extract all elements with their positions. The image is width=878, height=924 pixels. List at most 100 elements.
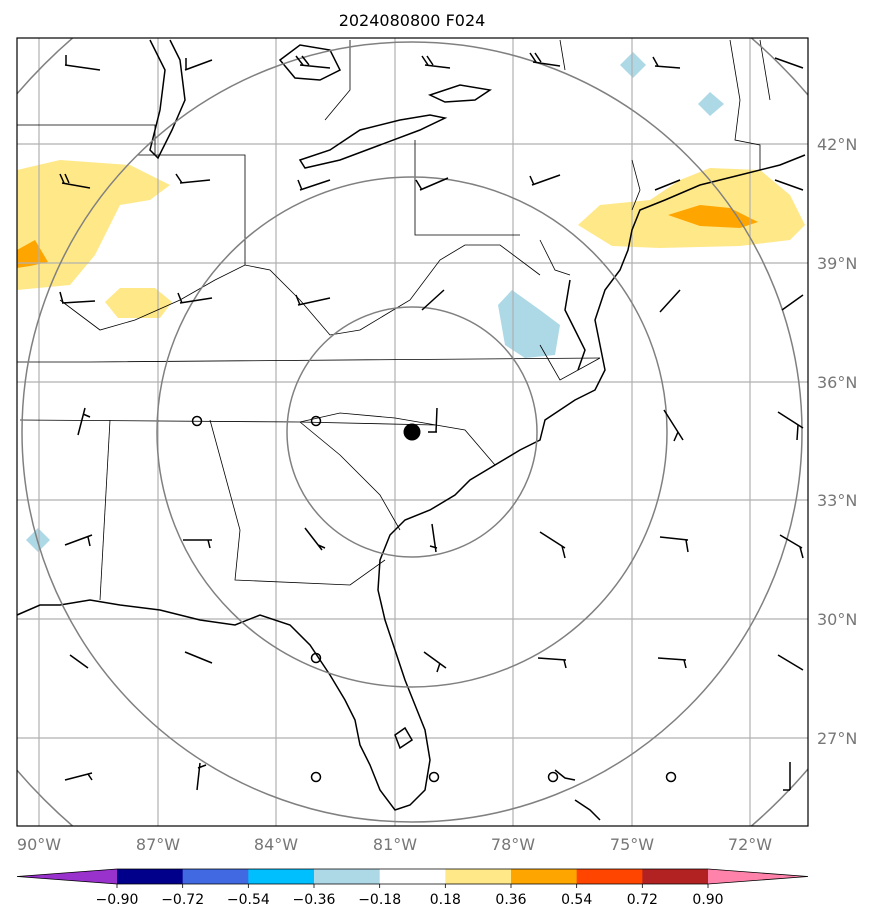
colorbar-tick-label: 0.72 xyxy=(627,892,658,908)
colorbar-extension-low xyxy=(17,869,117,884)
state-border-15 xyxy=(759,39,771,101)
wind-barb-icon xyxy=(297,179,331,191)
shaded-regions xyxy=(17,52,805,552)
calm-station-icon xyxy=(665,771,677,783)
calm-station-icon xyxy=(310,771,322,783)
wind-barb-icon xyxy=(783,762,791,791)
wind-barb-icon xyxy=(539,531,566,559)
wind-barb-icon xyxy=(64,55,101,71)
longitude-labels: 90°W 87°W 84°W 81°W 78°W 75°W 72°W xyxy=(17,835,772,854)
wind-barb-icon xyxy=(428,407,438,433)
lake-huron-outline xyxy=(278,44,342,81)
bahamas-island-1 xyxy=(554,769,576,781)
wind-barb-icon xyxy=(415,177,449,191)
center-point-marker xyxy=(403,423,421,441)
range-ring-2 xyxy=(156,176,668,688)
wind-barb-icon xyxy=(663,409,684,442)
wind-barb-icon xyxy=(421,289,445,311)
state-border-16 xyxy=(324,40,351,121)
wind-barb-icon xyxy=(183,539,212,549)
calm-station-icon xyxy=(191,415,203,427)
colorbar-bin xyxy=(248,869,315,884)
colorbar-tick-label: 0.54 xyxy=(561,892,592,908)
colorbar-bin xyxy=(445,869,512,884)
state-border-11 xyxy=(539,239,571,276)
wind-barb-icon xyxy=(64,534,93,547)
colorbar-tick-label: 0.36 xyxy=(495,892,526,908)
wind-barb-icon xyxy=(295,55,331,69)
lat-label: 39°N xyxy=(817,254,857,273)
wind-barb-icon xyxy=(777,411,804,441)
bahamas-island-2 xyxy=(574,799,601,821)
wind-barb-icon xyxy=(64,772,93,781)
colorbar-bin xyxy=(511,869,578,884)
state-border-7 xyxy=(299,421,401,531)
state-border-2 xyxy=(137,154,246,265)
blue-region-north xyxy=(620,52,646,78)
wind-barb-icon xyxy=(423,651,447,673)
state-border-9 xyxy=(209,419,386,586)
wind-barb-icon xyxy=(654,179,681,191)
wind-barb-icon xyxy=(774,179,804,191)
yellow-region-west xyxy=(17,160,170,290)
lon-label: 78°W xyxy=(491,835,535,854)
wind-barb-icon xyxy=(652,56,681,69)
calm-station-icon xyxy=(310,415,322,427)
wind-barb-icon xyxy=(657,657,687,669)
lat-label: 27°N xyxy=(817,729,857,748)
colorbar-bin xyxy=(642,869,709,884)
lat-label: 42°N xyxy=(817,135,857,154)
state-border-17 xyxy=(559,39,566,71)
wind-barb-icon xyxy=(537,657,567,669)
wind-barb-icon xyxy=(295,294,331,306)
calm-stations xyxy=(191,415,677,783)
range-ring-1 xyxy=(286,306,538,558)
graticule xyxy=(17,38,808,826)
colorbar-bin xyxy=(314,869,381,884)
blue-region-ny xyxy=(698,92,724,116)
state-border-3 xyxy=(414,140,520,236)
calm-station-icon xyxy=(310,652,322,664)
lat-label: 33°N xyxy=(817,491,857,510)
colorbar-tick-label: 0.18 xyxy=(430,892,461,908)
wind-barb-icon xyxy=(421,55,451,69)
wind-barb-icon xyxy=(184,651,213,664)
wind-barb-icon xyxy=(77,407,91,436)
lon-label: 90°W xyxy=(17,835,61,854)
wind-barbs xyxy=(59,52,804,791)
map-frame xyxy=(16,37,809,827)
wind-barb-icon xyxy=(529,52,561,67)
colorbar-tick-label: −0.90 xyxy=(96,892,139,908)
chesapeake-bay-outline xyxy=(564,279,586,371)
atlantic-coast-outline xyxy=(17,154,806,811)
lon-label: 87°W xyxy=(136,835,180,854)
lat-label: 30°N xyxy=(817,610,857,629)
lon-label: 81°W xyxy=(373,835,417,854)
colorbar: −0.90 −0.72 −0.54 −0.36 −0.18 0.18 0.36 0.54 0.7… xyxy=(16,868,809,908)
colorbar-tick-label: 0.90 xyxy=(692,892,723,908)
wind-barb-icon xyxy=(659,289,681,313)
colorbar-tick-label: −0.54 xyxy=(227,892,270,908)
orange-region-west xyxy=(17,240,48,268)
calm-station-icon xyxy=(547,771,559,783)
state-border-8 xyxy=(99,419,111,601)
colorbar-bin xyxy=(576,869,643,884)
state-border-1 xyxy=(17,124,156,155)
state-border-6 xyxy=(299,412,496,466)
colorbar-bin xyxy=(117,869,184,884)
wind-barb-icon xyxy=(175,173,211,184)
lon-label: 72°W xyxy=(728,835,772,854)
colorbar-extension-high xyxy=(708,869,808,884)
wind-barb-icon xyxy=(69,654,89,669)
lon-label: 84°W xyxy=(254,835,298,854)
state-border-10 xyxy=(59,244,541,336)
colorbar-tick-label: −0.72 xyxy=(161,892,204,908)
state-borders xyxy=(17,39,771,601)
state-border-4 xyxy=(17,357,601,363)
wind-barb-icon xyxy=(184,58,213,71)
lake-ontario-outline xyxy=(427,84,492,103)
wind-barb-icon xyxy=(304,527,326,551)
